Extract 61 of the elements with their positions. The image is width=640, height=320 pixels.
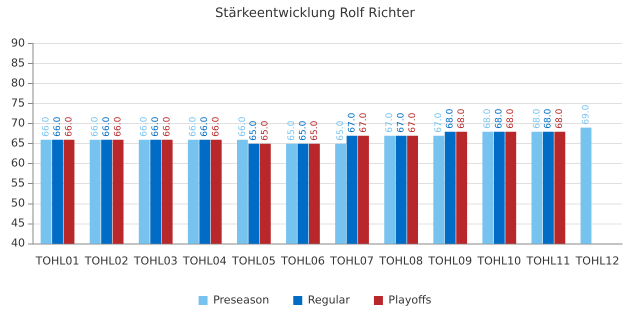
y-tick-label: 85 — [10, 56, 25, 70]
x-tick-label: TOHL12 — [574, 254, 620, 268]
y-tick-label: 80 — [10, 76, 25, 90]
x-tick-label: TOHL02 — [84, 254, 129, 268]
data-label: 67.0 — [396, 112, 406, 133]
x-tick-label: TOHL09 — [427, 254, 472, 268]
data-label: 66.0 — [212, 116, 222, 137]
data-label: 66.0 — [90, 116, 101, 137]
data-label: 66.0 — [52, 116, 63, 137]
data-label: 68.0 — [457, 108, 468, 129]
x-tick-label: TOHL07 — [329, 254, 374, 268]
y-tick-label: 70 — [10, 116, 25, 130]
data-label: 66.0 — [140, 116, 150, 137]
data-label: 67.0 — [434, 112, 444, 133]
y-tick-label: 60 — [10, 156, 25, 170]
data-label: 65.0 — [336, 120, 346, 141]
data-label: 67.0 — [358, 112, 369, 133]
x-tick-label: TOHL01 — [34, 254, 80, 268]
y-tick-label: 45 — [10, 216, 25, 230]
data-label: 68.0 — [532, 108, 542, 129]
data-label: 66.0 — [102, 116, 112, 137]
data-label: 69.0 — [581, 104, 592, 125]
legend-label: Preseason — [213, 293, 270, 306]
data-label: 67.0 — [408, 112, 418, 133]
data-label: 66.0 — [162, 116, 173, 137]
data-label: 65.0 — [286, 120, 297, 141]
data-label: 68.0 — [555, 108, 566, 129]
data-label: 67.0 — [347, 112, 358, 133]
y-tick-label: 90 — [10, 36, 25, 50]
data-label: 65.0 — [249, 120, 260, 141]
x-tick-label: TOHL03 — [132, 254, 178, 268]
data-label: 65.0 — [298, 120, 308, 141]
x-tick-label: TOHL10 — [476, 254, 522, 268]
data-label: 65.0 — [260, 120, 271, 141]
data-label: 66.0 — [238, 116, 248, 137]
y-tick-label: 65 — [10, 136, 25, 150]
data-label: 68.0 — [506, 108, 516, 129]
x-tick-label: TOHL06 — [280, 254, 325, 268]
y-tick-label: 55 — [10, 176, 25, 190]
data-label: 66.0 — [151, 116, 162, 137]
chart-title: Stärkeentwicklung Rolf Richter — [215, 6, 416, 22]
x-tick-label: TOHL05 — [230, 254, 276, 268]
data-label: 65.0 — [310, 120, 320, 141]
data-label: 66.0 — [64, 116, 74, 137]
data-label: 66.0 — [41, 116, 52, 137]
y-tick-label: 50 — [10, 196, 25, 210]
x-tick-label: TOHL08 — [378, 254, 424, 268]
y-tick-label: 40 — [10, 236, 25, 250]
y-tick-label: 75 — [10, 96, 25, 110]
data-label: 66.0 — [113, 116, 124, 137]
data-label: 68.0 — [446, 108, 456, 129]
legend-label: Playoffs — [388, 293, 432, 306]
data-label: 68.0 — [494, 108, 505, 129]
legend-label: Regular — [308, 293, 350, 306]
data-label: 66.0 — [200, 116, 210, 137]
x-tick-label: TOHL11 — [525, 254, 570, 268]
data-label: 66.0 — [188, 116, 199, 137]
data-label: 68.0 — [544, 108, 554, 129]
data-label: 68.0 — [483, 108, 494, 129]
data-label: 67.0 — [385, 112, 396, 133]
x-tick-label: TOHL04 — [182, 254, 227, 268]
